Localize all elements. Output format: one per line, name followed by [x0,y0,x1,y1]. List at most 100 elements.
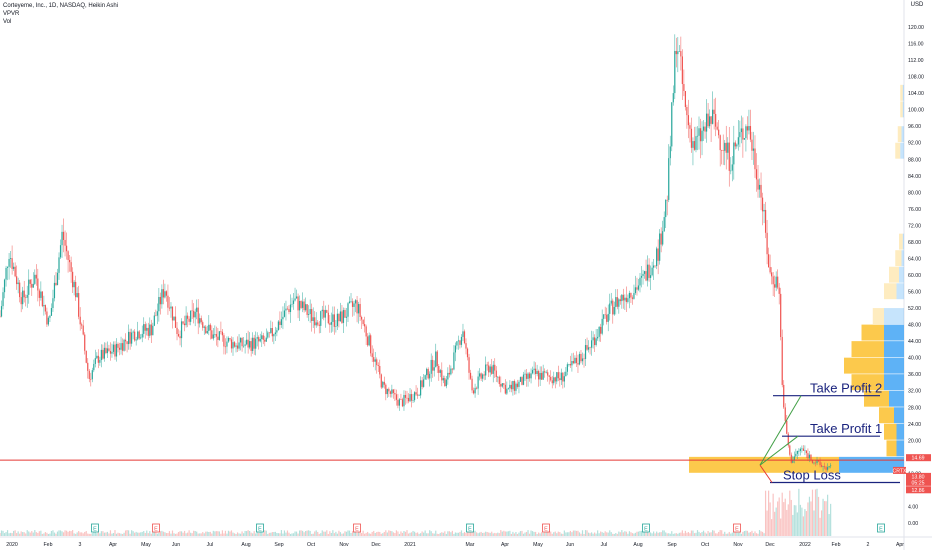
candle-body [708,116,711,127]
candle-body [420,380,422,396]
volume-bar [70,531,72,536]
volume-bar [786,509,788,536]
candle-body [742,128,744,140]
volume-bar [761,531,764,536]
candle-body [774,284,776,288]
candle-body [344,310,346,318]
volume-bar [768,490,770,536]
volume-bar [85,531,87,536]
candle-body [305,304,307,311]
volume-bar [479,532,481,536]
candle-body [789,445,791,455]
volume-bar [109,530,112,536]
volume-profile-bar-blue [902,101,904,118]
earnings-marker[interactable] [91,523,99,533]
volume-bar [53,532,56,536]
earnings-marker[interactable] [733,523,741,533]
candle-body [252,337,254,351]
volume-bar [394,533,396,536]
earnings-marker[interactable] [152,523,160,533]
candle-body [315,322,317,326]
candle-body [662,231,664,245]
earnings-marker[interactable] [466,523,474,533]
earnings-marker[interactable] [353,523,361,533]
candle-body [298,301,301,311]
candle-body [0,306,3,317]
candle-body [26,294,28,298]
candle-body [87,362,89,371]
candle-body [477,376,479,389]
volume-bar [577,530,579,536]
candle-body [492,364,494,374]
volume-bar [338,530,340,536]
x-tick-label: May [141,542,151,548]
candle-body [131,332,133,344]
indicator-vol[interactable]: Vol [3,19,12,25]
volume-bar [141,531,143,536]
volume-bar [572,530,575,536]
volume-bar [105,532,107,536]
symbol-title[interactable]: Corteyeme, Inc., 1D, NASDAQ, Heikin Ashi [3,3,119,9]
volume-bar [551,533,553,536]
candle-body [318,324,320,326]
volume-bar [407,533,410,536]
candle-body [613,306,615,315]
volume-bar [156,533,158,536]
currency-label[interactable]: USD [910,2,924,8]
volume-bar [58,530,60,536]
volume-bar [594,532,596,536]
volume-bar [314,531,316,536]
y-tick-label: 0.00 [908,521,918,527]
indicator-vpvr[interactable]: VPVR [3,11,20,17]
candle-body [795,453,797,457]
candle-body [38,290,40,298]
earnings-marker[interactable] [877,523,885,533]
volume-bar [578,532,581,536]
annotation-label[interactable]: Take Profit 2 [810,381,882,396]
volume-bar [772,493,774,536]
candle-body [736,144,738,147]
candle-body [666,199,668,201]
candle-body [550,376,552,381]
volume-bar [121,533,124,536]
candle-body [202,322,204,328]
volume-bar [745,530,747,536]
candle-body [62,231,65,240]
earnings-marker[interactable] [542,523,550,533]
candle-body [521,377,523,385]
volume-bar [8,533,10,536]
volume-bar [397,531,399,536]
volume-bar [183,530,186,536]
volume-bar [20,531,22,536]
candle-body [150,324,152,336]
volume-profile-bar-blue [901,126,904,143]
earnings-marker[interactable] [642,523,650,533]
candle-body [581,358,584,362]
candle-body [259,339,261,342]
annotation-label[interactable]: Take Profit 1 [810,421,882,436]
volume-bar [662,530,664,536]
volume-bar [11,533,13,536]
volume-bar [430,531,432,536]
candle-body [126,341,128,345]
candle-body [792,460,794,463]
candle-body [429,373,431,379]
candle-body [542,371,544,380]
candle-body [580,353,582,362]
volume-bar [214,531,216,536]
volume-bar [531,531,534,536]
earnings-marker[interactable] [256,523,264,533]
volume-bar [584,530,587,536]
candle-body [255,338,257,349]
candle-body [253,337,255,349]
candle-body [78,293,80,317]
candle-body [385,384,387,395]
annotation-label[interactable]: Stop Loss [783,467,841,482]
candle-body [391,389,393,394]
volume-bar [468,530,470,536]
volume-bar [351,531,354,536]
price-axis-label-bg [906,454,931,462]
volume-bar [19,533,21,536]
volume-bar [420,533,422,536]
